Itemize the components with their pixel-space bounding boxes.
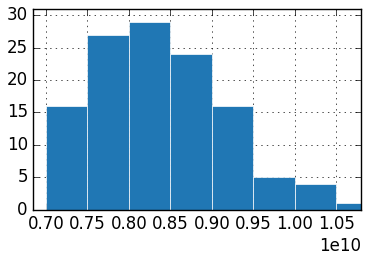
Bar <box>336 203 368 210</box>
Bar <box>87 35 129 210</box>
Bar <box>170 54 212 210</box>
Bar <box>129 22 170 210</box>
Bar <box>295 184 336 210</box>
Bar <box>46 106 87 210</box>
Bar <box>212 106 254 210</box>
Bar <box>254 177 295 210</box>
